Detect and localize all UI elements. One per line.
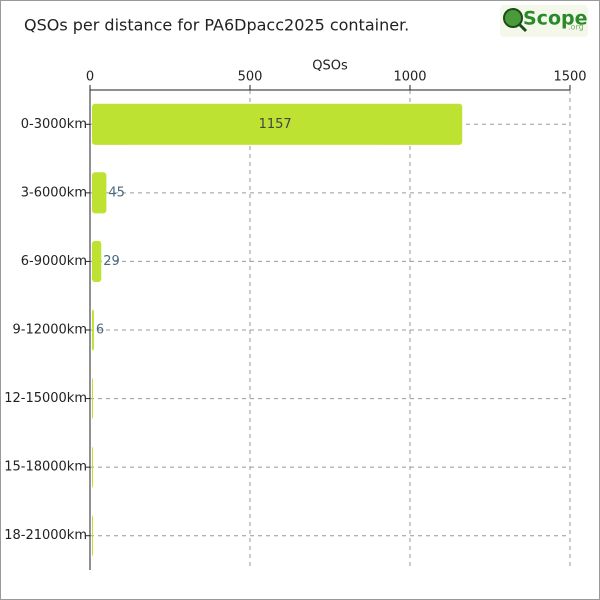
bar xyxy=(92,240,102,282)
chart-title: QSOs per distance for PA6Dpacc2025 conta… xyxy=(24,16,409,35)
bar xyxy=(92,103,463,145)
logo-handle xyxy=(517,22,528,33)
data-label: 29 xyxy=(103,254,120,269)
y-tick-label: 0-3000km xyxy=(21,117,87,132)
y-tick-label: 12-15000km xyxy=(4,391,87,406)
x-tick-label: 500 xyxy=(238,70,263,85)
logo: Scope .org xyxy=(500,5,588,37)
data-label: 6 xyxy=(96,323,104,338)
logo-name: Scope xyxy=(523,8,588,30)
bar xyxy=(92,515,93,557)
data-label: 45 xyxy=(108,185,125,200)
data-label: 1157 xyxy=(259,117,292,132)
bar xyxy=(92,378,93,420)
x-tick-label: 1500 xyxy=(553,70,586,85)
x-axis-label: QSOs xyxy=(312,59,348,74)
bar xyxy=(92,309,94,351)
x-tick-label: 1000 xyxy=(393,70,426,85)
bar xyxy=(92,446,93,488)
y-tick-label: 9-12000km xyxy=(12,323,87,338)
x-tick-label: 0 xyxy=(86,70,94,85)
logo-icon xyxy=(503,8,523,28)
y-tick-label: 6-9000km xyxy=(21,254,87,269)
y-tick-label: 15-18000km xyxy=(4,460,87,475)
bar xyxy=(92,172,107,214)
logo-domain: .org xyxy=(568,23,584,32)
y-tick-label: 18-21000km xyxy=(4,528,87,543)
y-tick-label: 3-6000km xyxy=(21,185,87,200)
